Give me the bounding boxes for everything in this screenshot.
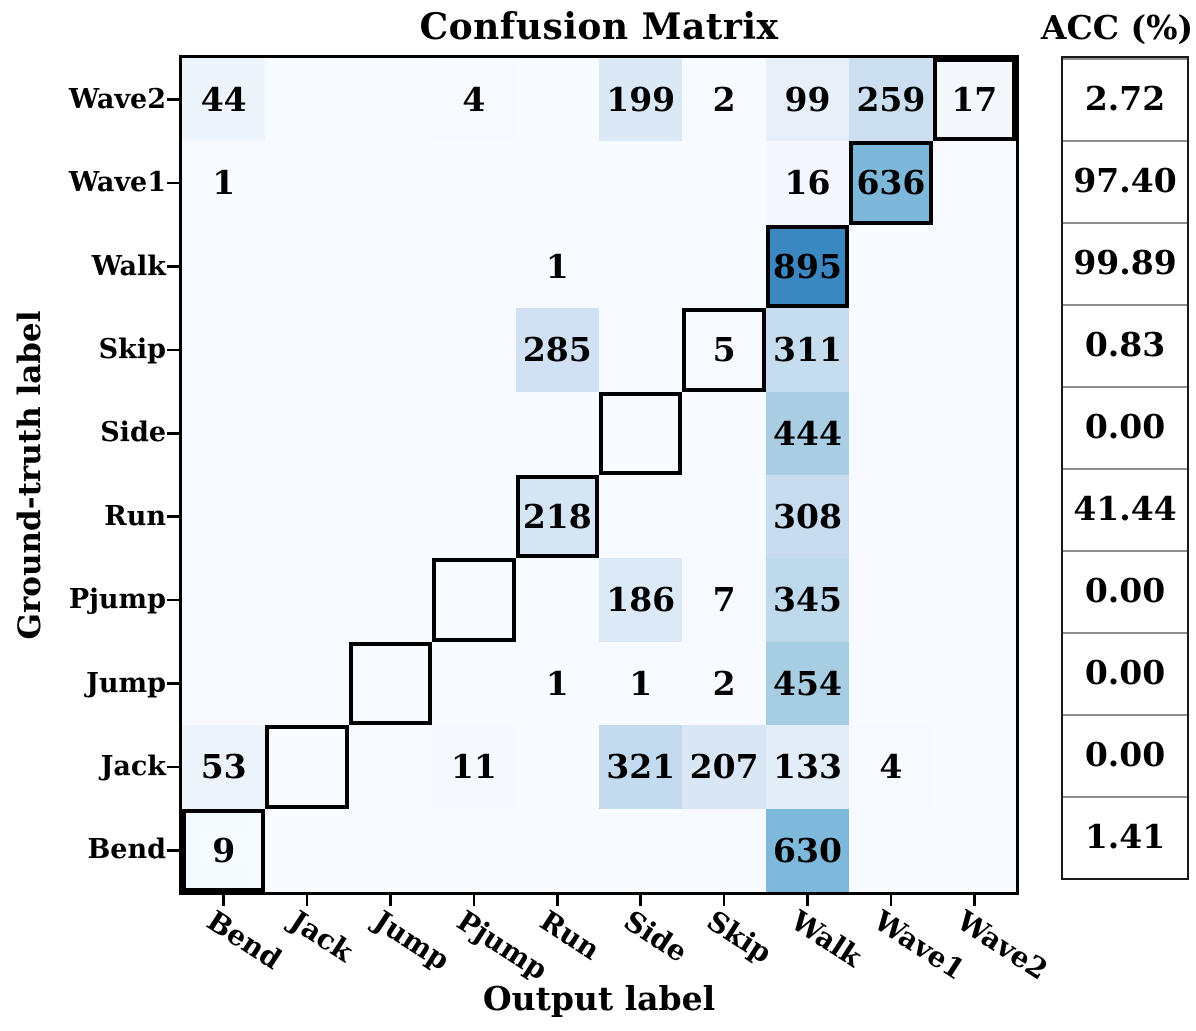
acc-cell: 0.00	[1063, 632, 1187, 714]
y-tick-mark	[167, 265, 179, 268]
matrix-cell: 4	[432, 58, 516, 142]
matrix-cell: 1	[599, 641, 683, 726]
x-axis-label: Output label	[482, 979, 716, 1018]
x-tick-label: Jack	[284, 904, 359, 969]
matrix-cell: 259	[849, 58, 933, 142]
x-tick-label: Bend	[200, 904, 287, 977]
x-tick-label: Skip	[701, 904, 778, 970]
y-tick-label: Bend	[87, 834, 166, 866]
x-tick-mark	[305, 895, 309, 906]
y-tick-label: Wave1	[68, 167, 166, 199]
y-tick-label: Wave2	[68, 83, 166, 115]
acc-cell: 41.44	[1063, 468, 1187, 550]
y-axis-label: Ground-truth label	[12, 310, 48, 640]
y-tick-mark	[167, 765, 179, 769]
matrix-cell: 1	[515, 641, 599, 726]
x-tick-label: Jump	[367, 904, 455, 977]
matrix-cell: 454	[765, 641, 850, 726]
acc-table: 2.72 97.40 99.89 0.83 0.00 41.44 0.00 0.00 0.00 1…	[1061, 56, 1189, 880]
matrix-cell: 2	[682, 58, 766, 142]
acc-cell: 2.72	[1063, 58, 1187, 140]
matrix-cell-diagonal: 5	[682, 308, 766, 392]
matrix-cell: 4	[849, 725, 933, 809]
y-tick-mark	[167, 432, 179, 435]
y-tick-mark	[167, 98, 179, 101]
matrix-cell: 16	[765, 141, 850, 225]
acc-cell: 0.00	[1063, 550, 1187, 632]
x-tick-label: Walk	[784, 904, 868, 974]
y-tick-label: Side	[100, 417, 166, 449]
y-tick-mark	[167, 181, 179, 185]
y-tick-label: Run	[104, 500, 166, 532]
matrix-cell: 285	[515, 308, 599, 392]
matrix-cell-diagonal: 17	[932, 58, 1016, 142]
x-tick-mark	[556, 895, 559, 906]
matrix-cell-diagonal	[599, 391, 683, 475]
acc-cell: 0.00	[1063, 714, 1187, 796]
matrix-cell-diagonal: 895	[765, 224, 850, 309]
matrix-cell: 630	[765, 808, 850, 892]
matrix-cell: 1	[515, 224, 599, 309]
y-tick-mark	[167, 515, 179, 518]
acc-column-header: ACC (%)	[1040, 8, 1194, 47]
matrix-cell: 345	[765, 558, 850, 642]
matrix-cell: 199	[599, 58, 683, 142]
y-tick-label: Pjump	[68, 584, 166, 616]
x-tick-mark	[639, 895, 642, 906]
acc-cell: 1.41	[1063, 796, 1187, 878]
acc-cell: 0.00	[1063, 386, 1187, 468]
matrix-cell-diagonal: 636	[849, 141, 933, 225]
matrix-cell: 186	[599, 558, 683, 642]
matrix-cell: 207	[682, 725, 766, 809]
matrix-cell-diagonal	[265, 725, 349, 809]
matrix-cell: 53	[182, 725, 266, 809]
x-tick-label: Pjump	[450, 904, 554, 987]
matrix-cell-diagonal: 218	[515, 475, 599, 559]
y-tick-label: Jump	[86, 667, 166, 699]
y-tick-label: Skip	[98, 333, 166, 365]
y-tick-label: Jack	[100, 750, 166, 782]
x-tick-mark	[889, 895, 893, 906]
acc-cell: 0.83	[1063, 304, 1187, 386]
y-tick-mark	[167, 849, 179, 852]
x-tick-mark	[389, 895, 392, 906]
chart-title: Confusion Matrix	[419, 6, 779, 48]
matrix-cell: 308	[765, 475, 850, 559]
matrix-cell: 2	[682, 641, 766, 726]
x-tick-label: Wave1	[867, 904, 971, 987]
matrix-cell: 133	[765, 725, 850, 809]
matrix-cell: 321	[599, 725, 683, 809]
x-tick-mark	[806, 895, 809, 906]
y-tick-mark	[167, 682, 179, 685]
matrix-cell-diagonal	[432, 558, 516, 642]
x-tick-label: Wave2	[951, 904, 1054, 987]
matrix-cell: 99	[765, 58, 850, 142]
x-tick-mark	[973, 895, 976, 906]
matrix-cell: 1	[182, 141, 266, 225]
y-tick-label: Walk	[91, 250, 166, 282]
matrix-cell-diagonal	[348, 641, 433, 726]
confusion-matrix-heatmap: 44 4 199 2 99 259 17 1 16 636 1 895 285 5 311 444 218 308…	[179, 55, 1019, 895]
matrix-cell: 7	[682, 558, 766, 642]
x-tick-label: Side	[617, 904, 693, 969]
y-tick-mark	[167, 598, 179, 602]
x-tick-mark	[722, 895, 726, 906]
acc-cell: 99.89	[1063, 222, 1187, 304]
matrix-cell: 311	[765, 308, 850, 392]
matrix-cell: 444	[765, 391, 850, 475]
y-tick-mark	[167, 348, 179, 352]
x-tick-mark	[222, 895, 225, 906]
matrix-cell-diagonal: 9	[182, 808, 266, 892]
x-tick-mark	[472, 895, 476, 906]
acc-cell: 97.40	[1063, 140, 1187, 222]
matrix-cell: 44	[182, 58, 266, 142]
matrix-cell: 11	[432, 725, 516, 809]
